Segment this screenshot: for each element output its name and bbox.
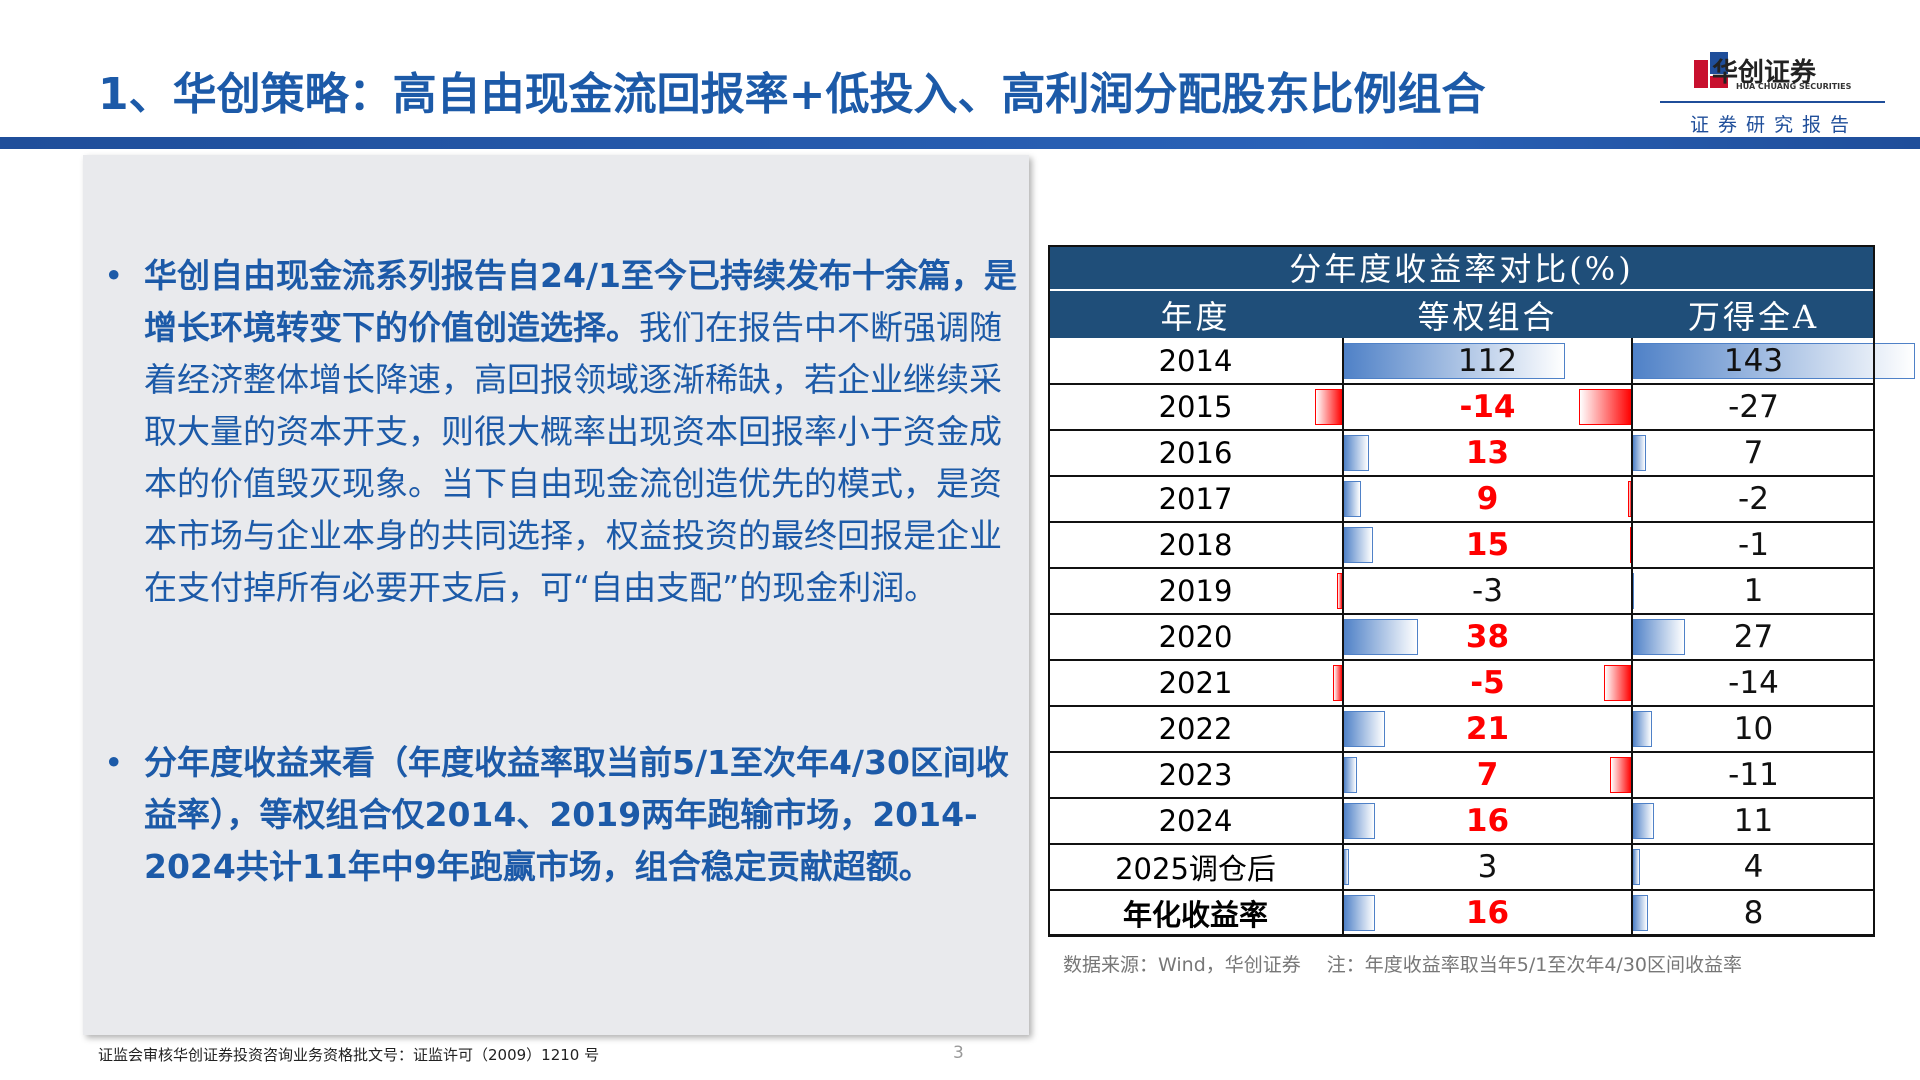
tagline: 证券研究报告: [1690, 114, 1859, 136]
data-bar: [1343, 711, 1385, 747]
market-cell: 7: [1743, 435, 1764, 471]
year-cell: 2024: [1158, 804, 1233, 838]
market-cell: -2: [1738, 481, 1769, 517]
column-line: [1342, 338, 1344, 936]
bullet: • 华创自由现金流系列报告自24/1至今已持续发布十余篇，是增长环境转变下的价值创…: [104, 256, 1017, 607]
page-number: 3: [953, 1043, 964, 1063]
portfolio-cell: -3: [1472, 573, 1503, 609]
column-line: [1631, 338, 1633, 936]
row-line: [1048, 843, 1875, 845]
data-bar: [1343, 803, 1375, 839]
market-cell: -1: [1738, 527, 1769, 563]
source-note: 数据来源：Wind，华创证券 注：年度收益率取当年5/1至次年4/30区间收益率: [1063, 950, 1742, 977]
portfolio-cell: 3: [1477, 849, 1498, 885]
row-line: [1048, 659, 1875, 661]
year-cell: 2019: [1158, 574, 1233, 608]
market-cell: 27: [1733, 619, 1774, 655]
portfolio-cell: -14: [1459, 389, 1516, 425]
portfolio-cell: 16: [1465, 895, 1510, 931]
row-line: [1048, 475, 1875, 477]
table-title: 分年度收益率对比(%): [1048, 245, 1875, 291]
year-cell: 2021: [1158, 666, 1233, 700]
data-bar: [1578, 389, 1632, 425]
row-line: [1048, 521, 1875, 523]
row-line: [1048, 889, 1875, 891]
logo-line: [1660, 101, 1885, 103]
portfolio-cell: 13: [1465, 435, 1510, 471]
year-cell: 2022: [1158, 712, 1233, 746]
slide-title: 1、华创策略：高自由现金流回报率+低投入、高利润分配股东比例组合: [98, 69, 1486, 120]
logo-name: 华创证券: [1712, 58, 1817, 88]
data-bar: [1343, 619, 1419, 655]
row-line: [1048, 797, 1875, 799]
source: 数据来源：Wind，华创证券: [1063, 954, 1301, 976]
row-line: [1048, 383, 1875, 385]
year-cell: 2017: [1158, 482, 1233, 516]
row-line: [1048, 935, 1875, 937]
market-cell: -11: [1728, 757, 1779, 793]
year-cell: 年化收益率: [1122, 898, 1268, 932]
market-cell: 4: [1743, 849, 1764, 885]
portfolio-cell: 38: [1465, 619, 1510, 655]
year-cell: 2014: [1158, 344, 1233, 378]
bullet-bold: 分年度收益来看（年度收益率取当前5/1至次年4/30区间收益率），等权组合仅20…: [144, 743, 1009, 886]
year-cell: 2018: [1158, 528, 1233, 562]
data-bar: [1632, 343, 1915, 379]
row-line: [1048, 705, 1875, 707]
market-cell: 8: [1743, 895, 1764, 931]
market-cell: 143: [1723, 343, 1784, 379]
portfolio-cell: 15: [1465, 527, 1510, 563]
data-bar: [1604, 665, 1632, 701]
logo-en: HUA CHUANG SECURITIES: [1736, 82, 1852, 91]
market-cell: -27: [1728, 389, 1779, 425]
market-cell: -14: [1728, 665, 1779, 701]
portfolio-cell: 112: [1457, 343, 1518, 379]
table-border: [1048, 245, 1875, 936]
row-line: [1048, 751, 1875, 753]
data-bar: [1343, 343, 1565, 379]
header-band: [0, 137, 1920, 149]
data-bar: [1343, 895, 1375, 931]
column-header: 年度: [1048, 291, 1343, 338]
market-cell: 1: [1743, 573, 1764, 609]
data-bar: [1315, 389, 1343, 425]
data-bar: [1343, 435, 1369, 471]
row-line: [1048, 613, 1875, 615]
logo-icon: [1694, 52, 1728, 88]
portfolio-cell: 9: [1476, 481, 1499, 517]
column-header: 万得全A: [1632, 291, 1875, 338]
bullet-text: 我们在报告中不断强调随着经济整体增长降速，高回报领域逐渐稀缺，若企业继续采取大量…: [144, 308, 1002, 607]
column-header: 等权组合: [1343, 291, 1632, 338]
bullet-bold: 华创自由现金流系列报告自24/1至今已持续发布十余篇，是增长环境转变下的价值创造…: [144, 256, 1017, 347]
footer-license: 证监会审核华创证券投资咨询业务资格批文号：证监许可（2009）1210 号: [98, 1046, 600, 1064]
year-cell: 2016: [1158, 436, 1233, 470]
market-cell: 10: [1733, 711, 1774, 747]
row-line: [1048, 567, 1875, 569]
portfolio-cell: 16: [1465, 803, 1510, 839]
year-cell: 2020: [1158, 620, 1233, 654]
text-panel: [83, 155, 1029, 1035]
year-cell: 2023: [1158, 758, 1233, 792]
note: 注：年度收益率取当年5/1至次年4/30区间收益率: [1326, 954, 1743, 976]
bullet: • 分年度收益来看（年度收益率取当前5/1至次年4/30区间收益率），等权组合仅2…: [104, 743, 1009, 886]
year-cell: 2025调仓后: [1115, 852, 1276, 886]
market-cell: 11: [1733, 803, 1774, 839]
portfolio-cell: 7: [1476, 757, 1499, 793]
row-line: [1048, 429, 1875, 431]
portfolio-cell: -5: [1470, 665, 1505, 701]
portfolio-cell: 21: [1465, 711, 1510, 747]
year-cell: 2015: [1158, 390, 1233, 424]
